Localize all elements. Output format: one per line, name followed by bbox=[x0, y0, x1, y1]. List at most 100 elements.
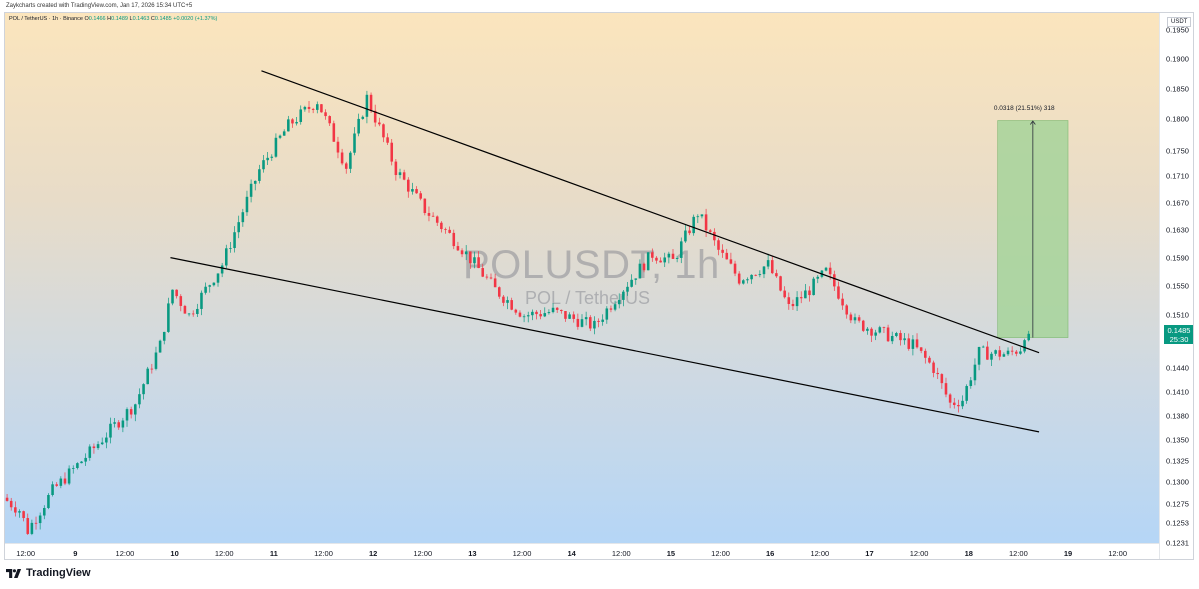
candle-body bbox=[328, 116, 331, 124]
candle-body bbox=[76, 463, 79, 469]
candle-body bbox=[655, 257, 658, 261]
candle-body bbox=[870, 328, 873, 336]
candle-body bbox=[369, 94, 373, 111]
candle-body bbox=[613, 304, 617, 310]
candle-body bbox=[200, 292, 203, 309]
candle-body bbox=[646, 252, 650, 271]
currency-unit-label[interactable]: USDT bbox=[1167, 17, 1192, 27]
candle-body bbox=[700, 214, 704, 217]
time-tick-label: 13 bbox=[468, 549, 477, 558]
candle-body bbox=[394, 161, 398, 176]
candle-body bbox=[725, 252, 729, 260]
candle-body bbox=[601, 319, 604, 322]
symbol-line: POL / TetherUS · 1h · Binance bbox=[9, 16, 83, 22]
candle-body bbox=[940, 374, 944, 384]
candle-body bbox=[717, 240, 720, 250]
candle-body bbox=[406, 179, 410, 192]
time-tick-label: 12:00 bbox=[810, 549, 830, 558]
candle-body bbox=[262, 160, 265, 170]
candle-body bbox=[34, 522, 38, 524]
candle-body bbox=[125, 409, 129, 421]
trendline-lower bbox=[170, 257, 1040, 433]
candle-body bbox=[675, 257, 679, 259]
candle-body bbox=[1015, 351, 1018, 354]
candle-body bbox=[233, 232, 236, 249]
candle-body bbox=[497, 287, 501, 297]
candle-body bbox=[282, 131, 286, 136]
candle-body bbox=[253, 180, 257, 184]
time-tick-label: 12:00 bbox=[16, 549, 36, 558]
candle-body bbox=[915, 339, 919, 348]
candle-body bbox=[278, 135, 282, 138]
candle-body bbox=[316, 104, 319, 110]
ohlc-open-label: O bbox=[84, 16, 89, 22]
candle-body bbox=[866, 328, 869, 331]
candle-body bbox=[419, 193, 422, 199]
tradingview-brand: TradingView bbox=[26, 567, 91, 579]
candle-body bbox=[67, 468, 71, 484]
candle-body bbox=[1019, 351, 1022, 354]
candle-body bbox=[1023, 340, 1026, 352]
plot-area[interactable] bbox=[5, 13, 1159, 543]
candle-body bbox=[704, 214, 708, 231]
candle-body bbox=[196, 308, 199, 314]
candle-body bbox=[659, 260, 662, 263]
candle-body bbox=[742, 280, 745, 284]
candle-body bbox=[770, 260, 774, 274]
candle-body bbox=[96, 444, 100, 449]
tradingview-icon bbox=[6, 568, 22, 578]
time-tick-label: 12:00 bbox=[413, 549, 433, 558]
candle-body bbox=[336, 141, 340, 153]
candle-body bbox=[402, 172, 406, 180]
candle-body bbox=[808, 290, 811, 296]
price-tick-label: 0.1590 bbox=[1166, 253, 1189, 263]
candle-body bbox=[493, 278, 497, 288]
candle-body bbox=[882, 327, 886, 329]
candle-body bbox=[361, 116, 365, 119]
candle-body bbox=[812, 278, 815, 296]
candle-body bbox=[630, 279, 633, 287]
candle-body bbox=[129, 409, 133, 415]
candle-body bbox=[59, 478, 63, 486]
candle-body bbox=[833, 274, 836, 287]
chart-frame[interactable]: POL / TetherUS · 1h · Binance O0.1466 H0… bbox=[4, 12, 1194, 560]
candle-body bbox=[733, 263, 737, 274]
candle-body bbox=[828, 267, 832, 275]
chart-canvas[interactable] bbox=[5, 13, 1159, 543]
candle-body bbox=[531, 311, 534, 316]
time-axis[interactable] bbox=[5, 543, 1159, 559]
candle-body bbox=[560, 309, 563, 312]
candle-body bbox=[43, 508, 46, 516]
price-axis[interactable] bbox=[1159, 13, 1193, 559]
price-tick-label: 0.1300 bbox=[1166, 477, 1189, 487]
candle-body bbox=[584, 317, 588, 320]
candle-body bbox=[928, 357, 931, 363]
candle-body bbox=[961, 400, 964, 407]
candle-body bbox=[948, 394, 952, 403]
time-tick-label: 17 bbox=[865, 549, 874, 558]
candle-body bbox=[539, 314, 542, 317]
candle-body bbox=[969, 380, 973, 387]
candle-body bbox=[415, 189, 418, 194]
candle-body bbox=[638, 263, 642, 279]
candle-body bbox=[30, 522, 34, 534]
candle-body bbox=[92, 446, 96, 449]
tradingview-logo[interactable]: TradingView bbox=[6, 567, 91, 579]
ohlc-close-value: 0.1485 bbox=[154, 16, 172, 22]
candle-body bbox=[580, 319, 584, 327]
price-tick-label: 0.1440 bbox=[1166, 363, 1189, 373]
candle-body bbox=[787, 297, 791, 304]
candle-body bbox=[183, 305, 187, 314]
time-tick-label: 12:00 bbox=[512, 549, 532, 558]
candle-body bbox=[63, 478, 67, 484]
candle-body bbox=[353, 133, 356, 153]
candle-body bbox=[593, 320, 596, 329]
candle-body bbox=[944, 383, 948, 395]
candle-body bbox=[452, 232, 456, 247]
candle-body bbox=[307, 106, 311, 109]
time-tick-label: 18 bbox=[964, 549, 973, 558]
candle-body bbox=[146, 368, 149, 385]
candle-body bbox=[729, 259, 733, 264]
candle-body bbox=[634, 278, 638, 280]
price-tick-label: 0.1800 bbox=[1166, 114, 1189, 124]
